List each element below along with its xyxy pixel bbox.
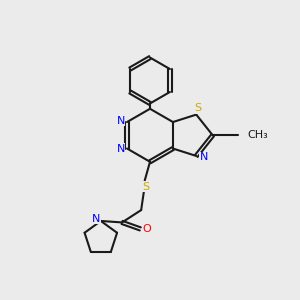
- Text: N: N: [92, 214, 100, 224]
- Text: O: O: [142, 224, 151, 234]
- Text: N: N: [116, 116, 125, 126]
- Text: S: S: [194, 103, 201, 113]
- Text: N: N: [200, 152, 208, 162]
- Text: N: N: [116, 143, 125, 154]
- Text: S: S: [142, 182, 150, 191]
- Text: CH₃: CH₃: [247, 130, 268, 140]
